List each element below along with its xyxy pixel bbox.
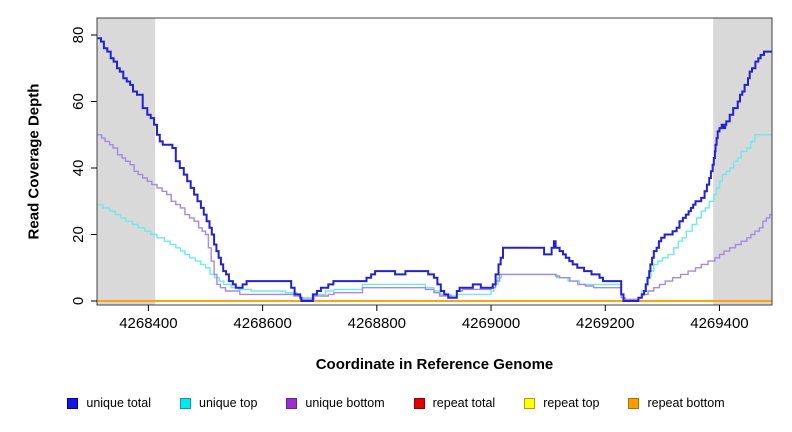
repeat-region-band-1 [713, 18, 772, 305]
plot-border [96, 17, 773, 306]
legend-label: repeat total [432, 396, 496, 410]
legend-item-unique-bottom: unique bottom [286, 396, 385, 410]
legend-label: unique total [86, 396, 152, 410]
legend-item-unique-top: unique top [180, 396, 257, 410]
legend-label: repeat bottom [647, 396, 725, 410]
y-tick-label: 20 [70, 226, 87, 243]
x-axis-title: Coordinate in Reference Genome [315, 356, 554, 373]
legend-swatch-icon [413, 397, 425, 409]
legend-item-unique-total: unique total [67, 396, 151, 410]
y-axis-title: Read Coverage Depth [25, 83, 43, 240]
y-tick-label: 60 [70, 93, 87, 110]
x-tick-label: 4268600 [233, 315, 291, 332]
y-tick-label: 80 [70, 27, 87, 44]
y-tick-label: 0 [70, 297, 87, 305]
series-line-unique-top [97, 134, 772, 302]
legend-item-repeat-top: repeat top [524, 396, 599, 410]
series-line-unique-bottom [97, 134, 772, 300]
series-line-unique-total [97, 37, 772, 302]
x-tick-label: 4268800 [348, 315, 406, 332]
legend-swatch-icon [524, 397, 536, 409]
legend: unique total unique top unique bottom repea… [0, 396, 792, 410]
legend-item-repeat-bottom: repeat bottom [628, 396, 725, 410]
legend-swatch-icon [180, 397, 192, 409]
legend-swatch-icon [67, 397, 79, 409]
legend-label: unique top [199, 396, 258, 410]
x-tick-label: 4268400 [119, 315, 177, 332]
x-tick-label: 4269400 [690, 315, 748, 332]
legend-swatch-icon [628, 397, 640, 409]
x-tick-label: 4269000 [462, 315, 520, 332]
legend-label: repeat top [543, 396, 600, 410]
y-tick-label: 40 [70, 160, 87, 177]
x-tick-label: 4269200 [576, 315, 634, 332]
legend-item-repeat-total: repeat total [413, 396, 496, 410]
legend-swatch-icon [286, 397, 298, 409]
legend-label: unique bottom [305, 396, 385, 410]
